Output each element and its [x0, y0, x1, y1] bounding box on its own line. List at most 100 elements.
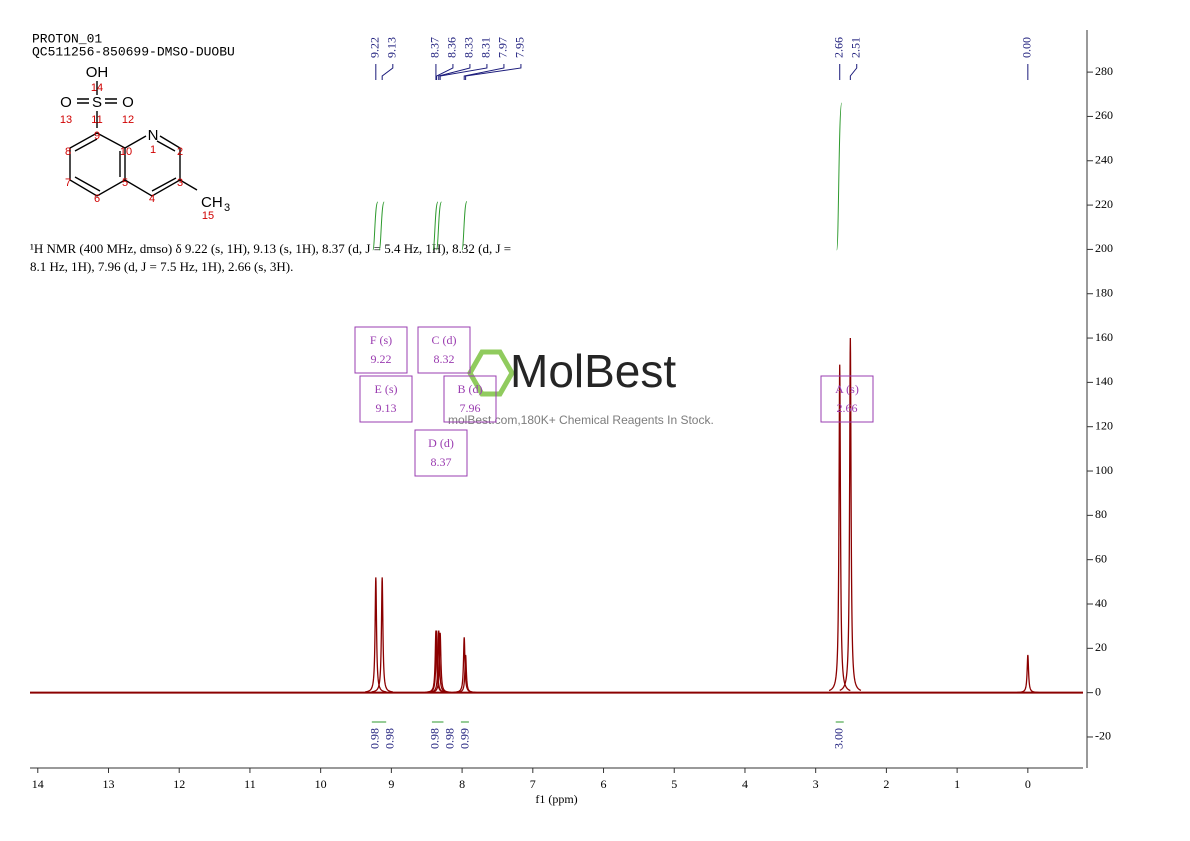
atom-number: 12 [122, 114, 134, 126]
y-tick-label: 120 [1095, 418, 1113, 432]
x-tick-label: 12 [173, 777, 185, 791]
integral-label: 0.98 [383, 728, 397, 749]
multiplet-shift: 8.37 [431, 455, 452, 469]
atom-number: 6 [94, 193, 100, 205]
atom-number: 14 [91, 82, 103, 94]
atom: O [122, 94, 134, 111]
double-bond [74, 138, 177, 192]
x-tick-label: 4 [742, 777, 748, 791]
atom: O [60, 94, 72, 111]
peak [828, 364, 851, 692]
y-tick-label: 60 [1095, 551, 1107, 565]
atom: CH [201, 194, 223, 211]
peak-label: 2.66 [831, 37, 845, 58]
peak-label-line [463, 64, 505, 80]
integral-label: 3.00 [831, 728, 845, 749]
integral-label: 0.99 [458, 728, 472, 749]
peak [454, 654, 477, 694]
multiplet-shift: 9.13 [376, 401, 397, 415]
y-tick-label: 220 [1095, 197, 1113, 211]
peak-label: 9.13 [385, 37, 399, 58]
subtitle: QC511256-850699-DMSO-DUOBU [32, 44, 235, 59]
description-line: 8.1 Hz, 1H), 7.96 (d, J = 7.5 Hz, 1H), 2… [30, 259, 293, 274]
atom-number: 10 [120, 146, 132, 158]
peak [1017, 654, 1039, 694]
x-tick-label: 13 [102, 777, 114, 791]
multiplet-box [354, 326, 408, 374]
atom-number: 1 [150, 144, 156, 156]
atom-number: 9 [94, 130, 100, 142]
multiplet-label: D (d) [428, 436, 454, 450]
peak-label-line [436, 64, 454, 80]
multiplet-shift: 2.66 [837, 401, 858, 415]
title: PROTON_01 [32, 31, 102, 46]
peak-label-line [465, 64, 522, 80]
atom: OH [86, 64, 109, 81]
multiplet-box [359, 375, 413, 423]
atom-number: 11 [91, 114, 102, 126]
watermark-tagline: molBest.com,180K+ Chemical Reagents In S… [448, 413, 714, 427]
atom-number: 13 [60, 114, 72, 126]
multiplet-box [820, 375, 874, 423]
x-tick-label: 5 [671, 777, 677, 791]
peak-label-line [849, 64, 858, 80]
peak-label: 8.31 [479, 37, 493, 58]
atom-number: 8 [65, 146, 71, 158]
peak-label: 9.22 [368, 37, 382, 58]
y-tick-label: 40 [1095, 596, 1107, 610]
peak-label: 8.33 [462, 37, 476, 58]
multiplet-label: E (s) [375, 382, 398, 396]
x-tick-label: 7 [530, 777, 536, 791]
x-tick-label: 0 [1025, 777, 1031, 791]
peak-label: 7.97 [496, 37, 510, 58]
multiplet-box [443, 375, 497, 423]
structure: OH S O O N CH 3 14 11 13 12 9 10 1 2 8 7… [60, 64, 230, 222]
multiplet-shift: 9.22 [371, 352, 392, 366]
atom-number: 15 [202, 210, 214, 222]
multiplet-label: A (s) [835, 382, 859, 396]
y-tick-label: 280 [1095, 64, 1113, 78]
y-tick-label: 100 [1095, 463, 1113, 477]
ring [69, 132, 198, 197]
multiplet-shift: 7.96 [460, 401, 481, 415]
atom-number: 4 [149, 193, 155, 205]
atom-number: 3 [177, 177, 183, 189]
description-line: ¹H NMR (400 MHz, dmso) δ 9.22 (s, 1H), 9… [30, 241, 511, 256]
atom-subscript: 3 [224, 202, 230, 214]
peak [839, 338, 862, 691]
x-tick-label: 9 [388, 777, 394, 791]
y-tick-label: 20 [1095, 640, 1107, 654]
integral-label: 0.98 [368, 728, 382, 749]
multiplet-label: C (d) [432, 333, 457, 347]
watermark: MolBest molBest.com,180K+ Chemical Reage… [448, 345, 714, 427]
x-tick-label: 1 [954, 777, 960, 791]
integral-curve [432, 201, 439, 251]
x-tick-label: 10 [315, 777, 327, 791]
peak-label-line [381, 64, 394, 80]
integral-curve [836, 102, 843, 251]
x-tick-label: 8 [459, 777, 465, 791]
multiplet-label: F (s) [370, 333, 392, 347]
x-tick-label: 2 [883, 777, 889, 791]
atom: N [148, 127, 159, 144]
peak-label-line [439, 64, 488, 80]
peak [371, 577, 393, 693]
integral-curve [372, 201, 379, 251]
multiplet-box [414, 429, 468, 477]
x-tick-label: 6 [601, 777, 607, 791]
peak-label: 8.36 [445, 37, 459, 58]
atom-number: 7 [65, 177, 71, 189]
peak-label-line [438, 64, 471, 80]
y-tick-label: 160 [1095, 330, 1113, 344]
bond [77, 81, 117, 128]
y-tick-label: 80 [1095, 507, 1107, 521]
atom: S [92, 94, 102, 111]
watermark-logo [467, 349, 515, 397]
x-tick-label: 3 [813, 777, 819, 791]
y-tick-label: -20 [1095, 729, 1111, 743]
x-tick-label: 14 [32, 777, 44, 791]
peak-label: 2.51 [848, 37, 862, 58]
